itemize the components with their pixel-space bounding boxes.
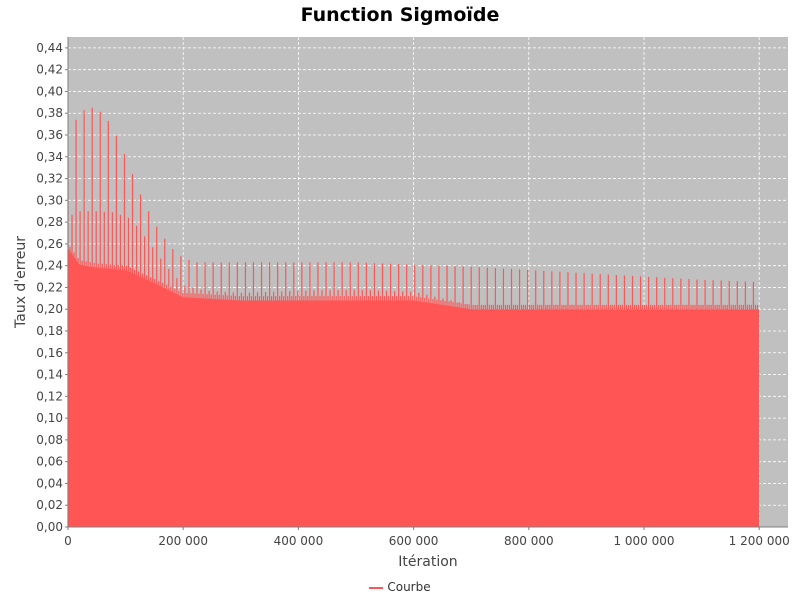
- y-tick-label: 0,04: [36, 476, 63, 490]
- y-tick-label: 0,24: [36, 259, 63, 273]
- legend: Courbe: [0, 580, 800, 594]
- y-tick-label: 0,00: [36, 520, 63, 534]
- y-tick-label: 0,18: [36, 324, 63, 338]
- series-area-courbe: [68, 248, 760, 528]
- y-tick-label: 0,16: [36, 346, 63, 360]
- x-tick-label: 1 200 000: [729, 534, 790, 548]
- y-tick-label: 0,08: [36, 433, 63, 447]
- y-tick-label: 0,44: [36, 41, 63, 55]
- y-tick-label: 0,06: [36, 455, 63, 469]
- x-tick-label: 1 000 000: [613, 534, 674, 548]
- y-tick-label: 0,20: [36, 302, 63, 316]
- legend-swatch: [369, 586, 384, 589]
- chart-title: Function Sigmoïde: [300, 4, 500, 26]
- x-axis-title: Itération: [398, 554, 457, 570]
- y-tick-label: 0,10: [36, 411, 63, 425]
- y-tick-label: 0,12: [36, 389, 63, 403]
- y-tick-label: 0,34: [36, 150, 63, 164]
- y-tick-label: 0,26: [36, 237, 63, 251]
- x-tick-label: 600 000: [389, 534, 439, 548]
- y-tick-label: 0,14: [36, 368, 63, 382]
- y-tick-label: 0,22: [36, 280, 63, 294]
- y-tick-label: 0,30: [36, 193, 63, 207]
- x-tick-label: 200 000: [158, 534, 208, 548]
- y-tick-label: 0,32: [36, 172, 63, 186]
- x-tick-label: 800 000: [504, 534, 554, 548]
- x-tick-label: 400 000: [274, 534, 324, 548]
- y-tick-label: 0,42: [36, 63, 63, 77]
- y-tick-label: 0,36: [36, 128, 63, 142]
- legend-label: Courbe: [387, 580, 431, 594]
- y-tick-label: 0,28: [36, 215, 63, 229]
- y-tick-label: 0,40: [36, 84, 63, 98]
- y-axis-title: Taux d'erreur: [13, 236, 29, 329]
- y-tick-label: 0,02: [36, 498, 63, 512]
- x-tick-label: 0: [64, 534, 72, 548]
- y-tick-label: 0,38: [36, 106, 63, 120]
